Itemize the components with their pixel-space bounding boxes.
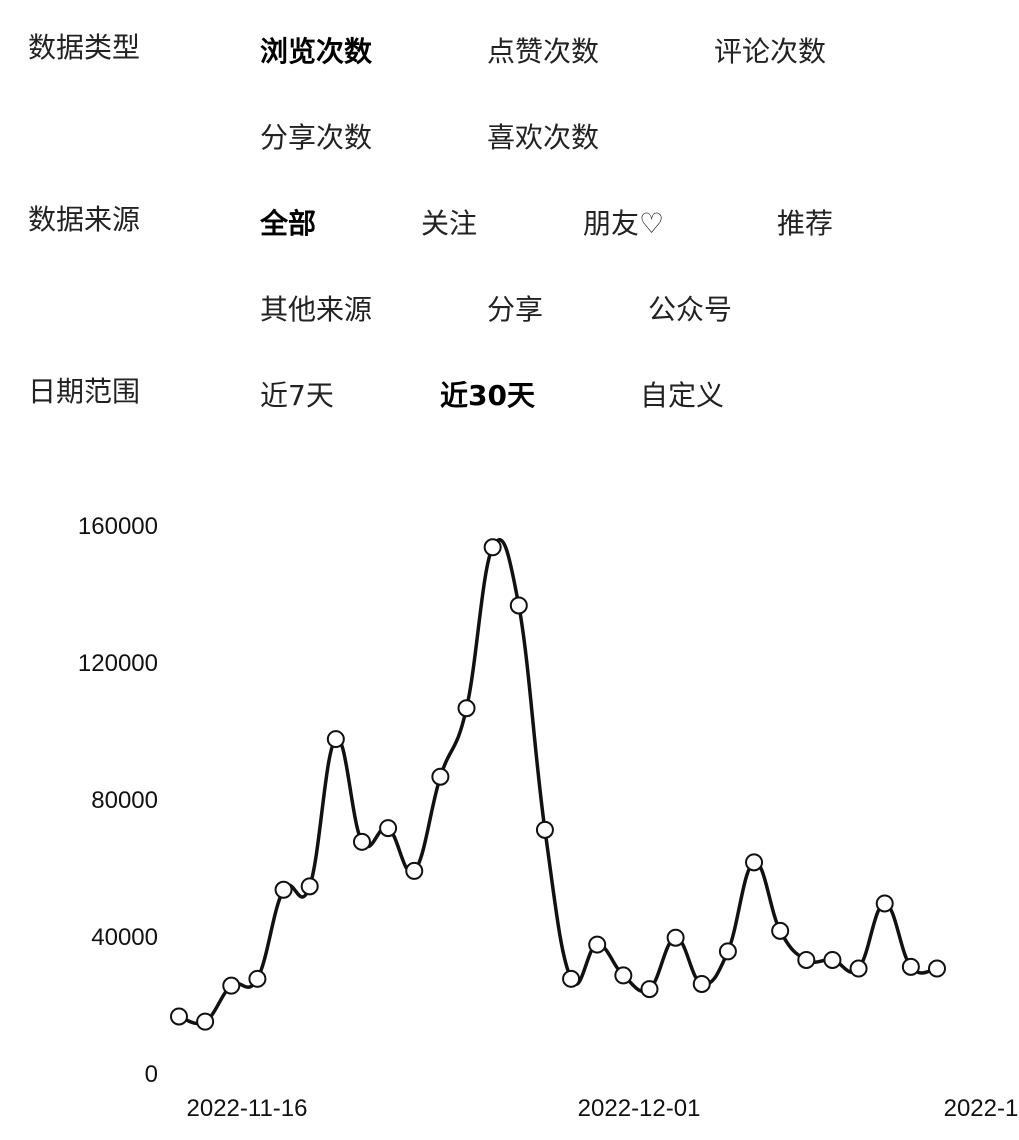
y-tick-label: 0 [145, 1061, 158, 1088]
data-point[interactable] [903, 959, 919, 975]
data-point[interactable] [197, 1014, 213, 1030]
data-point[interactable] [668, 930, 684, 946]
data-point[interactable] [485, 539, 501, 555]
data-point[interactable] [641, 981, 657, 997]
y-tick-label: 40000 [91, 924, 158, 951]
option-custom[interactable]: 自定义 [640, 374, 724, 414]
option-last-30-days[interactable]: 近30天 [440, 374, 535, 414]
data-point[interactable] [720, 943, 736, 959]
y-tick-label: 160000 [78, 513, 158, 540]
data-point[interactable] [511, 597, 527, 613]
data-point[interactable] [877, 895, 893, 911]
x-tick-label: 2022-12-01 [578, 1095, 701, 1122]
data-source-label: 数据来源 [28, 198, 140, 238]
y-axis-ticks: 0 40000 80000 120000 160000 [78, 513, 158, 1088]
data-point[interactable] [563, 971, 579, 987]
x-tick-label: 2022-12-15 [944, 1095, 1019, 1122]
option-views[interactable]: 浏览次数 [260, 30, 372, 70]
data-point[interactable] [354, 834, 370, 850]
option-likes[interactable]: 点赞次数 [487, 30, 599, 70]
option-share-source[interactable]: 分享 [487, 288, 543, 328]
option-official-account[interactable]: 公众号 [648, 288, 732, 328]
option-shares[interactable]: 分享次数 [260, 116, 372, 156]
data-point[interactable] [772, 923, 788, 939]
data-point[interactable] [276, 882, 292, 898]
option-last-7-days[interactable]: 近7天 [260, 374, 334, 414]
option-other-sources[interactable]: 其他来源 [260, 288, 372, 328]
data-point[interactable] [746, 854, 762, 870]
option-favorites[interactable]: 喜欢次数 [487, 116, 599, 156]
data-point[interactable] [929, 961, 945, 977]
data-point[interactable] [459, 700, 475, 716]
data-point[interactable] [302, 878, 318, 894]
data-point[interactable] [380, 820, 396, 836]
y-tick-label: 80000 [91, 787, 158, 814]
data-point[interactable] [798, 952, 814, 968]
option-recommended[interactable]: 推荐 [777, 202, 833, 242]
y-tick-label: 120000 [78, 650, 158, 677]
data-point[interactable] [328, 731, 344, 747]
option-all-sources[interactable]: 全部 [260, 202, 316, 242]
data-point[interactable] [851, 961, 867, 977]
date-range-label: 日期范围 [28, 370, 140, 410]
option-following[interactable]: 关注 [421, 202, 477, 242]
data-point[interactable] [537, 822, 553, 838]
series-line [179, 540, 937, 1024]
data-point[interactable] [824, 952, 840, 968]
data-type-label: 数据类型 [28, 26, 140, 66]
x-tick-label: 2022-11-16 [187, 1095, 308, 1122]
data-point[interactable] [432, 769, 448, 785]
data-point[interactable] [694, 976, 710, 992]
option-comments[interactable]: 评论次数 [714, 30, 826, 70]
data-point[interactable] [171, 1008, 187, 1024]
option-friends[interactable]: 朋友♡ [583, 202, 664, 242]
data-point[interactable] [589, 937, 605, 953]
data-point[interactable] [406, 863, 422, 879]
data-point[interactable] [249, 971, 265, 987]
data-points [171, 539, 945, 1029]
data-point[interactable] [223, 978, 239, 994]
data-point[interactable] [615, 967, 631, 983]
x-axis-ticks: 2022-11-16 2022-12-01 2022-12-15 [187, 1095, 1019, 1122]
